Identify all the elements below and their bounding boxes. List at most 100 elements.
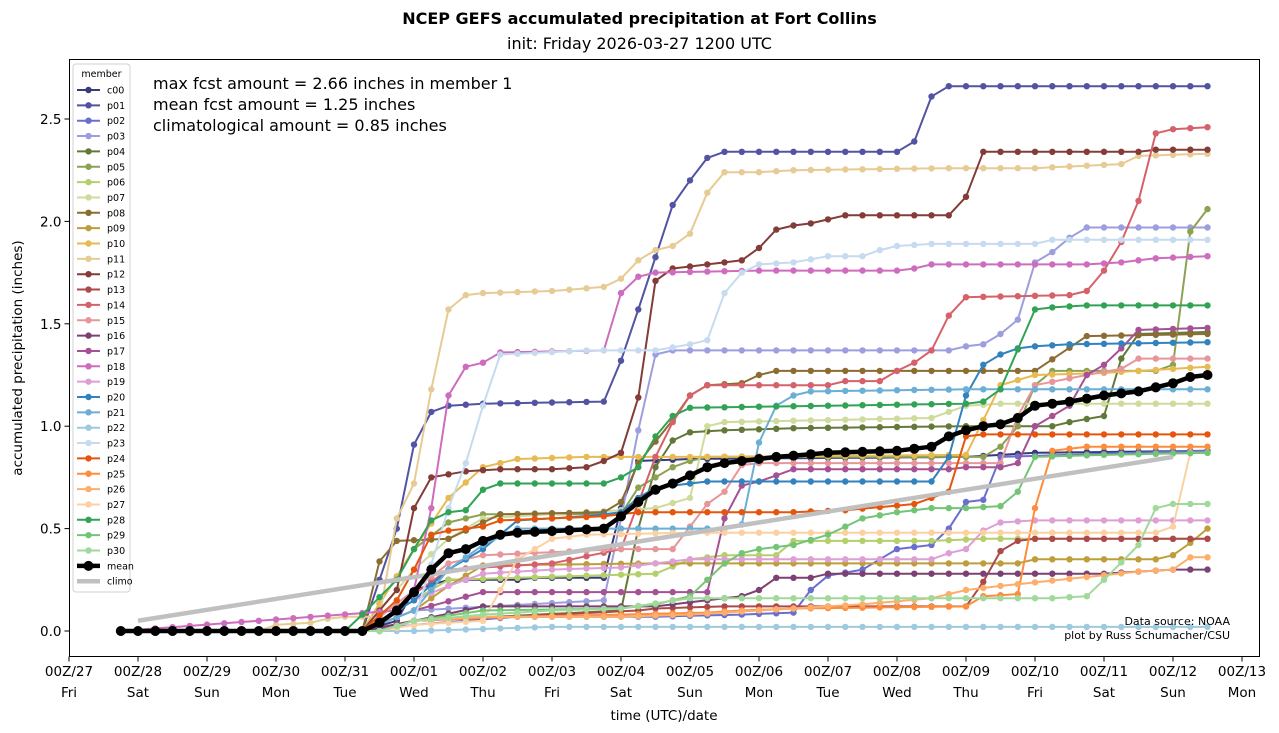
- data-point-p18: [721, 268, 728, 275]
- data-point-p11: [1031, 165, 1039, 172]
- legend-label: p25: [107, 469, 125, 480]
- data-point-mean: [667, 478, 678, 489]
- data-point-p02: [980, 496, 987, 504]
- data-point-p11: [790, 167, 797, 174]
- data-point-p30: [962, 595, 970, 602]
- data-point-p12: [445, 471, 452, 478]
- data-point-p16: [807, 574, 814, 581]
- data-point-p14: [1031, 292, 1039, 299]
- data-point-p27: [1083, 529, 1091, 536]
- data-point-p07: [842, 416, 849, 423]
- data-point-mean: [1099, 390, 1109, 401]
- data-point-p04: [686, 429, 694, 436]
- y-tick-label: 1.5: [40, 317, 61, 333]
- data-point-p20: [1152, 339, 1160, 347]
- data-point-p22: [911, 623, 918, 631]
- data-point-p04: [721, 427, 728, 434]
- data-point-p19: [738, 556, 745, 563]
- data-point-p20: [1169, 339, 1177, 346]
- data-point-p15: [876, 459, 883, 467]
- data-point-p27: [962, 529, 970, 536]
- data-point-p20: [1118, 340, 1125, 347]
- data-point-p28: [997, 386, 1004, 393]
- data-point-p27: [755, 529, 763, 536]
- data-point-p15: [911, 459, 918, 467]
- data-point-p13: [1187, 535, 1194, 542]
- data-point-p19: [1049, 517, 1056, 524]
- y-axis-label: accumulated precipitation (inches): [10, 240, 26, 475]
- data-point-p19: [704, 556, 711, 563]
- data-point-p26: [1187, 554, 1194, 561]
- legend-item-p08: p08: [77, 208, 125, 219]
- data-point-p18: [652, 269, 659, 276]
- data-point-p01: [1083, 83, 1091, 90]
- data-point-p03: [1049, 248, 1056, 256]
- data-point-p06: [980, 535, 987, 542]
- data-point-p30: [652, 600, 659, 607]
- data-point-mean: [1168, 378, 1178, 389]
- credit-author: plot by Russ Schumacher/CSU: [1064, 629, 1230, 642]
- data-point-p23: [635, 347, 642, 354]
- data-point-p28: [428, 517, 435, 524]
- series-layer: [115, 83, 1213, 636]
- data-point-p01: [997, 83, 1004, 90]
- data-point-p28: [1135, 302, 1142, 309]
- data-point-p27: [773, 529, 780, 536]
- data-point-p01: [1187, 83, 1194, 90]
- data-point-p14: [1135, 197, 1142, 205]
- data-point-p12: [738, 257, 745, 264]
- data-point-p12: [686, 263, 694, 270]
- x-tick-label-day: Fri: [1027, 685, 1043, 701]
- data-point-p09: [1204, 525, 1211, 532]
- data-point-p16: [773, 574, 780, 581]
- data-point-p29: [893, 509, 901, 516]
- data-point-p19: [1014, 518, 1021, 525]
- legend-marker: [85, 501, 92, 508]
- data-point-p24: [755, 509, 763, 516]
- legend-label: climo: [107, 577, 133, 588]
- data-point-p12: [790, 222, 797, 229]
- data-point-p04: [738, 426, 745, 433]
- x-tick-label-day: Sun: [677, 685, 703, 701]
- data-point-p23: [893, 242, 901, 250]
- data-point-p08: [566, 509, 573, 517]
- data-point-p24: [514, 516, 521, 523]
- legend-marker: [85, 363, 92, 370]
- data-point-p27: [859, 529, 866, 536]
- data-point-p25: [1152, 443, 1160, 450]
- data-point-mean: [564, 525, 575, 536]
- data-point-p22: [583, 623, 590, 631]
- data-point-p23: [755, 261, 763, 268]
- data-point-p10: [531, 455, 538, 462]
- data-point-p28: [583, 480, 590, 487]
- data-point-p21: [790, 392, 797, 399]
- data-point-p26: [1066, 575, 1073, 582]
- data-point-p26: [617, 613, 625, 620]
- data-point-p28: [1152, 302, 1160, 309]
- data-point-p30: [531, 608, 538, 615]
- data-point-p01: [548, 399, 556, 406]
- data-point-p23: [842, 253, 849, 260]
- data-point-p24: [893, 502, 901, 509]
- data-point-p29: [807, 536, 814, 544]
- data-point-p03: [911, 347, 918, 354]
- data-point-p30: [755, 595, 763, 602]
- data-point-p26: [842, 602, 849, 609]
- data-point-p30: [686, 595, 694, 602]
- data-point-p03: [1014, 316, 1021, 323]
- data-point-p18: [341, 611, 349, 618]
- data-point-p19: [445, 582, 452, 590]
- data-point-p12: [531, 466, 538, 473]
- data-point-p26: [1014, 581, 1021, 588]
- data-point-p18: [859, 267, 866, 274]
- data-point-p14: [1204, 124, 1211, 131]
- data-point-p28: [755, 403, 763, 410]
- series-mean: [115, 370, 1213, 636]
- data-point-p03: [1152, 224, 1160, 231]
- data-point-p17: [669, 588, 676, 596]
- data-point-mean: [736, 456, 747, 466]
- data-point-p21: [669, 525, 676, 532]
- data-point-p17: [548, 588, 556, 596]
- data-point-mean: [1202, 370, 1213, 380]
- data-point-p01: [1031, 83, 1039, 90]
